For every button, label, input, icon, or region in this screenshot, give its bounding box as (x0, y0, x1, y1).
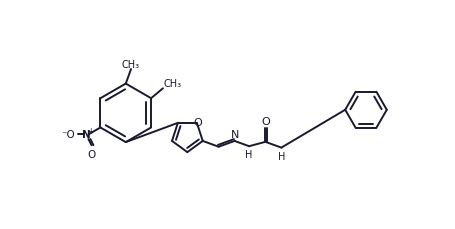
Text: N: N (82, 130, 91, 140)
Text: O: O (261, 117, 270, 127)
Text: +: + (87, 126, 94, 136)
Text: CH₃: CH₃ (122, 60, 140, 69)
Text: H: H (278, 151, 285, 161)
Text: O: O (87, 149, 96, 159)
Text: ⁻O: ⁻O (61, 130, 75, 140)
Text: N: N (231, 129, 239, 139)
Text: O: O (193, 117, 202, 127)
Text: H: H (245, 150, 253, 160)
Text: CH₃: CH₃ (164, 79, 182, 89)
